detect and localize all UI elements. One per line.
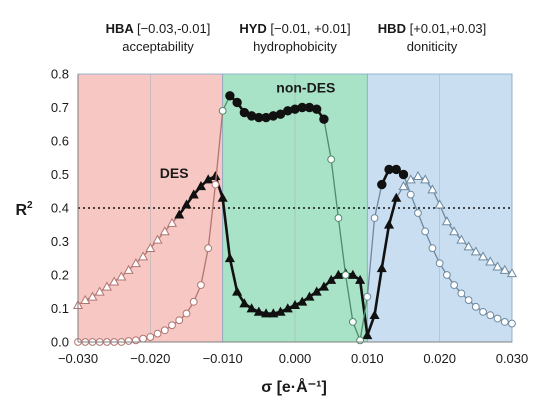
x-tick-label: −0.010 bbox=[203, 351, 243, 366]
y-axis-title: R2 bbox=[15, 200, 33, 219]
region-range: [+0.01,+0.03] bbox=[410, 21, 487, 36]
x-tick-label: −0.030 bbox=[58, 351, 98, 366]
series-2-point bbox=[205, 245, 212, 252]
y-axis-title-sup: 2 bbox=[27, 200, 33, 211]
x-tick-label: 0.010 bbox=[351, 351, 384, 366]
series-2-point bbox=[132, 337, 139, 344]
region-name: doniticity bbox=[407, 39, 458, 54]
series-2-point bbox=[357, 337, 364, 344]
y-tick-label: 0.1 bbox=[51, 301, 69, 316]
region-range: [−0.03,-0.01] bbox=[137, 21, 210, 36]
series-2-point bbox=[436, 260, 443, 267]
series-2-point bbox=[140, 335, 147, 342]
series-2-point bbox=[198, 282, 205, 289]
region-name: hydrophobicity bbox=[253, 39, 337, 54]
annotation-des: DES bbox=[160, 165, 189, 181]
x-tick-label: −0.020 bbox=[130, 351, 170, 366]
series-2-point bbox=[494, 315, 501, 322]
x-axis-title: σ [e·Å⁻¹] bbox=[261, 377, 327, 396]
y-tick-label: 0.5 bbox=[51, 167, 69, 182]
region-header-hbd: HBD [+0.01,+0.03] bbox=[378, 21, 486, 36]
series-2-point bbox=[183, 310, 190, 317]
series-2-point bbox=[407, 191, 414, 198]
y-axis-title-base: R bbox=[15, 202, 27, 219]
y-tick-label: 0.6 bbox=[51, 134, 69, 149]
series-2-point bbox=[472, 303, 479, 310]
region-header-hba: HBA [−0.03,-0.01] bbox=[106, 21, 211, 36]
annotation-non-des: non-DES bbox=[276, 79, 335, 95]
series-2-point bbox=[399, 170, 407, 178]
region-headers: HBA [−0.03,-0.01] acceptability HYD [−0.01… bbox=[106, 21, 487, 54]
series-2-point bbox=[169, 322, 176, 329]
series-2-point bbox=[501, 319, 508, 326]
series-2-point bbox=[342, 272, 349, 279]
y-tick-label: 0.7 bbox=[51, 100, 69, 115]
y-tick-label: 0.2 bbox=[51, 268, 69, 283]
series-2-point bbox=[465, 297, 472, 304]
series-2-point bbox=[320, 115, 328, 123]
series-2-point bbox=[364, 293, 371, 300]
region-code: HBD bbox=[378, 21, 410, 36]
series-2-point bbox=[444, 272, 451, 279]
series-2-point bbox=[371, 215, 378, 222]
x-tick-label: 0.020 bbox=[423, 351, 456, 366]
region-code: HYD bbox=[239, 21, 270, 36]
y-tick-label: 0.3 bbox=[51, 234, 69, 249]
series-2-point bbox=[313, 105, 321, 113]
series-2-point bbox=[125, 338, 132, 345]
series-2-point bbox=[212, 181, 219, 188]
region-header-hyd: HYD [−0.01, +0.01] bbox=[239, 21, 350, 36]
series-2-point bbox=[392, 165, 400, 173]
x-tick-label: 0.030 bbox=[496, 351, 529, 366]
series-2-point bbox=[190, 298, 197, 305]
y-tick-label: 0.8 bbox=[51, 67, 69, 82]
series-2-point bbox=[161, 327, 168, 334]
series-2-point bbox=[422, 228, 429, 235]
series-2-point bbox=[487, 312, 494, 319]
series-2-point bbox=[429, 245, 436, 252]
series-2-point bbox=[480, 308, 487, 315]
series-2-point bbox=[335, 215, 342, 222]
series-2-point bbox=[378, 180, 386, 188]
x-tick-label: 0.000 bbox=[279, 351, 312, 366]
region-code: HBA bbox=[106, 21, 137, 36]
series-2-point bbox=[147, 334, 154, 341]
series-2-point bbox=[349, 319, 356, 326]
series-2-point bbox=[154, 330, 161, 337]
series-2-point bbox=[509, 320, 516, 327]
series-2-point bbox=[451, 282, 458, 289]
series-2-point bbox=[176, 317, 183, 324]
series-2-point bbox=[458, 290, 465, 297]
series-2-point bbox=[328, 156, 335, 163]
series-2-point bbox=[219, 107, 226, 114]
y-tick-label: 0.4 bbox=[51, 201, 69, 216]
series-2-point bbox=[233, 98, 241, 106]
series-2-point bbox=[226, 92, 234, 100]
region-name: acceptability bbox=[122, 39, 194, 54]
series-2-point bbox=[415, 210, 422, 217]
region-range: [−0.01, +0.01] bbox=[270, 21, 350, 36]
y-tick-label: 0.0 bbox=[51, 335, 69, 350]
